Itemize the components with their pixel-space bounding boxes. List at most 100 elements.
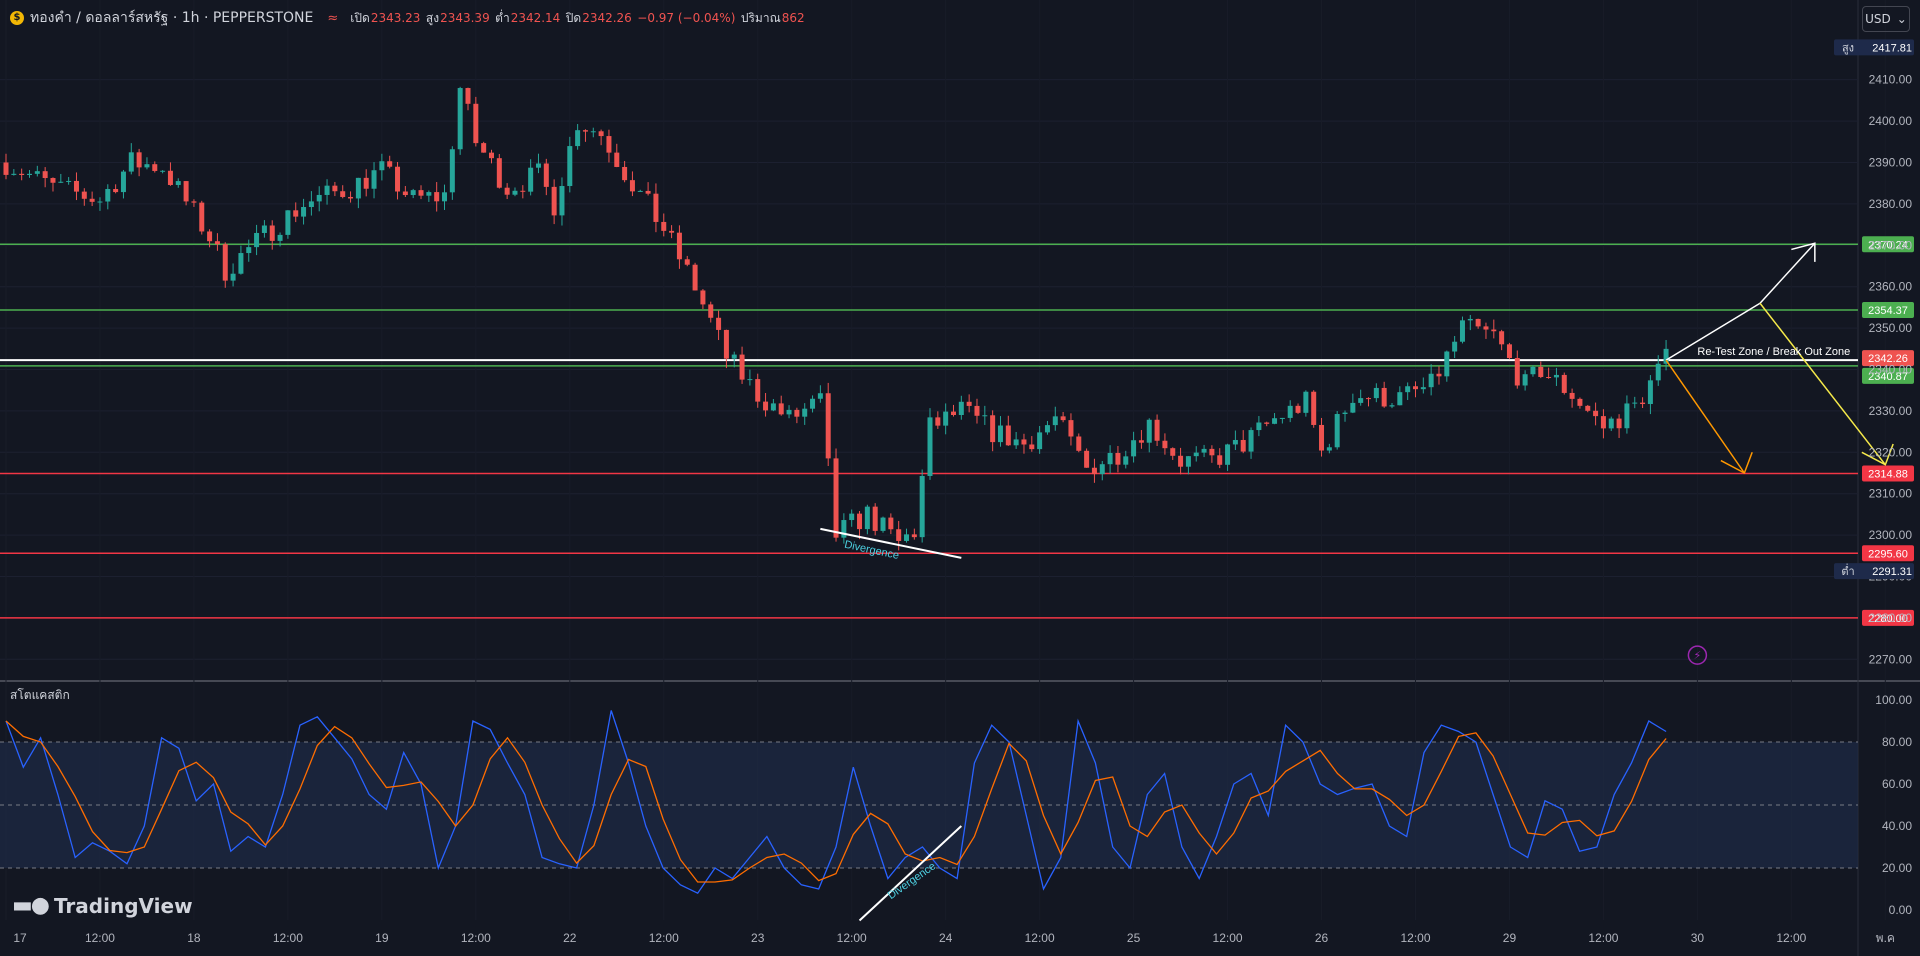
time-tick-label: 19 (375, 931, 389, 945)
candle-body (919, 475, 925, 538)
candle-body (1272, 418, 1278, 424)
candle-body (363, 177, 369, 189)
price-tick-label: 2390.00 (1869, 155, 1913, 169)
candle-body (26, 173, 32, 176)
time-tick-label: 12:00 (461, 931, 491, 945)
candle-body (269, 225, 275, 241)
currency-select[interactable]: USD ⌄ (1862, 6, 1910, 32)
tradingview-logo[interactable]: ▬● TradingView (12, 893, 193, 918)
candle-body (1240, 439, 1246, 452)
candle-body (58, 181, 64, 183)
candle-body (1013, 439, 1019, 446)
candle-body (1491, 329, 1497, 332)
candle-body (1366, 398, 1372, 400)
candle-body (927, 417, 933, 476)
candle-body (575, 130, 581, 147)
candle-body (770, 403, 776, 411)
stoch-tick-label: 80.00 (1882, 735, 1912, 749)
volume-label: ปริมาณ (740, 10, 781, 25)
candle-body (559, 186, 565, 216)
candle-body (1585, 405, 1591, 411)
symbol-title[interactable]: ทองคำ / ดอลลาร์สหรัฐ · 1h · PEPPERSTONE (30, 10, 314, 26)
indicator-label[interactable]: สโตแคสติก (10, 688, 70, 702)
candle-body (817, 393, 823, 399)
candle-body (755, 379, 761, 402)
candle-body (864, 506, 870, 530)
candle-body (1037, 432, 1043, 450)
high-value: 2343.39 (440, 10, 490, 25)
level-price-badge (1862, 465, 1914, 482)
candle-body (1499, 331, 1505, 345)
candle-body (637, 190, 643, 192)
candle-body (191, 201, 197, 203)
candle-body (966, 401, 972, 406)
candle-body (1530, 366, 1536, 375)
price-tick-label: 2270.00 (1869, 652, 1913, 666)
candle-body (1663, 348, 1669, 364)
candle-body (1373, 387, 1379, 399)
candle-body (1060, 416, 1066, 421)
candle-body (1123, 456, 1129, 465)
candle-body (974, 405, 980, 416)
high-marker (1834, 39, 1914, 56)
level-price-badge (1862, 350, 1914, 367)
candle-body (1154, 419, 1160, 441)
drop-arrow-line (1665, 359, 1745, 474)
candle-body (1381, 387, 1387, 407)
time-tick-label: 12:00 (1025, 931, 1055, 945)
candle-body (230, 273, 236, 281)
stoch-tick-label: 20.00 (1882, 861, 1912, 875)
stoch-divergence-line (858, 825, 963, 922)
horizontal-levels[interactable]: 2370.24 2354.37 2342.26 2340.87 2314.88 2295.… (0, 236, 1914, 626)
candle-body (1569, 392, 1575, 399)
candle-body (1185, 456, 1191, 467)
volume-value: 862 (781, 10, 805, 25)
time-tick-label: 18 (187, 931, 201, 945)
high-marker-label: สูง (1842, 41, 1854, 54)
level-price-badge (1862, 236, 1914, 253)
candle-body (551, 186, 557, 216)
candle-body (199, 202, 205, 232)
candle-body (34, 171, 40, 174)
candle-body (723, 329, 729, 359)
lightning-icon (1687, 645, 1708, 665)
chevron-down-icon: ⌄ (1896, 12, 1907, 26)
candle-body (1350, 402, 1356, 413)
time-tick-label: 12:00 (1776, 931, 1806, 945)
candle-body (1319, 424, 1325, 451)
price-axis[interactable]: 2270.002280.002290.002300.002310.002320.… (1834, 39, 1914, 666)
candle-body (896, 529, 902, 541)
candle-body (73, 180, 79, 192)
price-tick-label: 2320.00 (1869, 445, 1913, 459)
candle-body (277, 234, 283, 241)
candle-body (1021, 439, 1027, 445)
candle-body (465, 88, 471, 104)
candle-body (316, 194, 322, 202)
stoch-k-line (5, 710, 1667, 895)
candlestick-series (3, 86, 1669, 551)
candle-body (1593, 410, 1599, 417)
candle-body (1232, 439, 1238, 445)
low-marker-label: ต่ำ (1841, 563, 1854, 578)
candle-body (833, 458, 839, 538)
time-axis[interactable]: 17 12:00 18 12:00 19 12:00 22 12:00 23 12:00 24 12:… (13, 931, 1895, 945)
candle-body (481, 143, 487, 153)
zone-annotation: Re-Test Zone / Break Out Zone (1697, 346, 1850, 358)
candle-body (387, 161, 393, 167)
candle-body (802, 408, 808, 417)
candle-body (1256, 422, 1262, 431)
candle-body (504, 187, 510, 195)
candle-body (1107, 452, 1113, 465)
stoch-tick-label: 100.00 (1875, 693, 1912, 707)
candle-body (1561, 374, 1567, 393)
ohlc-readout: เปิด2343.23 สูง2343.39 ต่ำ2342.14 ปิด234… (350, 9, 805, 28)
time-tick-label: 23 (751, 931, 765, 945)
candle-body (1334, 414, 1340, 448)
candle-body (1616, 418, 1622, 429)
price-divergence-line (820, 527, 962, 559)
time-tick-label: 12:00 (1588, 931, 1618, 945)
candle-body (911, 534, 917, 538)
